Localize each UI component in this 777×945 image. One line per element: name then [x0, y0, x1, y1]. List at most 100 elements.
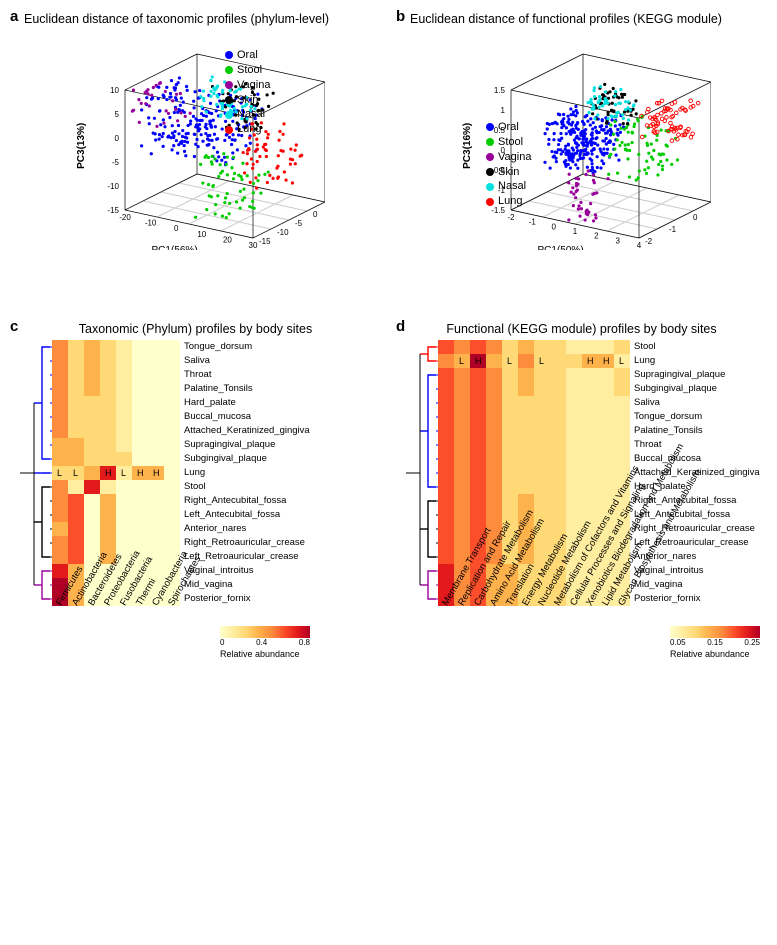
svg-text:PC3(16%): PC3(16%)	[462, 123, 473, 169]
heatmap-cell	[164, 536, 180, 550]
svg-text:0: 0	[551, 222, 556, 231]
heatmap-cell	[454, 480, 470, 494]
heatmap-cell	[582, 382, 598, 396]
heatmap-cell	[470, 410, 486, 424]
heatmap-cell	[164, 438, 180, 452]
heatmap-row: Palatine_Tonsils	[52, 382, 310, 396]
heatmap-cell	[100, 382, 116, 396]
dendro-c	[16, 340, 52, 606]
legend-b: OralStoolVaginaSkinNasalLung	[486, 120, 531, 209]
heatmap-cell	[148, 382, 164, 396]
heatmap-cell	[582, 410, 598, 424]
heatmap-cell	[68, 522, 84, 536]
panel-letter-b: b	[396, 8, 405, 25]
heatmap-cell	[550, 368, 566, 382]
colorbar: 00.40.8 Relative abundance	[220, 626, 310, 659]
heatmap-cell	[454, 536, 470, 550]
heatmap-row: Tongue_dorsum	[52, 340, 310, 354]
svg-text:5: 5	[115, 110, 120, 119]
heatmap-cell	[550, 410, 566, 424]
heatmap-cell	[148, 438, 164, 452]
heatmap-row: Left_Antecubital_fossa	[52, 508, 310, 522]
heatmap-cell	[518, 424, 534, 438]
legend-item: Lung	[486, 194, 531, 209]
heatmap-cell	[614, 340, 630, 354]
heatmap-cell	[486, 382, 502, 396]
heatmap-cell	[454, 508, 470, 522]
heatmap-cell	[534, 424, 550, 438]
heatmap-row: Attached_Keratinized_gingiva	[52, 424, 310, 438]
heatmap-cell	[438, 368, 454, 382]
heatmap-cell	[164, 466, 180, 480]
heatmap-row: Stool	[52, 480, 310, 494]
heatmap-row-label: Left_Antecubital_fossa	[180, 508, 280, 522]
legend-item: Stool	[486, 135, 531, 150]
heatmap-cell	[100, 438, 116, 452]
heatmap-row-label: Buccal_mucosa	[180, 410, 251, 424]
heatmap-cell	[164, 410, 180, 424]
colorbar-gradient	[670, 626, 760, 638]
heatmap-cell	[84, 466, 100, 480]
cube-a: -20-100102030-15-10-505-15-10-50510PC1(5…	[75, 40, 325, 250]
heatmap-cell	[100, 340, 116, 354]
scatter3d-a: -20-100102030-15-10-505-15-10-50510PC1(5…	[30, 30, 370, 310]
heatmap-row-label: Right_Retroauricular_crease	[180, 536, 305, 550]
heatmap-cell	[454, 368, 470, 382]
heatmap-row: Saliva	[52, 354, 310, 368]
panel-letter-d: d	[396, 318, 405, 335]
heatmap-cell	[486, 480, 502, 494]
legend-item: Oral	[486, 120, 531, 135]
heatmap-cell	[116, 396, 132, 410]
heatmap-cell	[52, 550, 68, 564]
legend-item: Skin	[486, 165, 531, 180]
heatmap-row-label: Attached_Keratinized_gingiva	[180, 424, 310, 438]
svg-text:-1: -1	[529, 218, 537, 227]
heatmap-cell	[148, 340, 164, 354]
svg-text:-10: -10	[145, 219, 157, 228]
heatmap-cell	[132, 354, 148, 368]
heatmap-cell	[84, 438, 100, 452]
heatmap-cell	[470, 452, 486, 466]
heatmap-cell	[100, 424, 116, 438]
legend-label: Lung	[237, 122, 261, 137]
heatmap-row-label: Throat	[180, 368, 211, 382]
heatmap-cell	[598, 382, 614, 396]
panel-letter-c: c	[10, 318, 18, 335]
heatmap-row-label: Palatine_Tonsils	[630, 424, 703, 438]
panel-title-b: Euclidean distance of functional profile…	[410, 12, 767, 26]
heatmap-cell	[454, 382, 470, 396]
heatmap-cell	[148, 354, 164, 368]
heatmap-cell	[164, 368, 180, 382]
legend-label: Oral	[498, 120, 519, 135]
heatmap-cell	[454, 438, 470, 452]
heatmap-cell	[164, 396, 180, 410]
heatmap-cell	[100, 410, 116, 424]
heatmap-cell	[52, 438, 68, 452]
svg-text:30: 30	[249, 241, 258, 250]
heatmap-cell	[164, 340, 180, 354]
heatmap-cell	[454, 522, 470, 536]
heatmap-cell	[454, 354, 470, 368]
heatmap-cell	[100, 536, 116, 550]
scatter3d-b: -2-101234-2-101-1.5-1-0.500.511.5PC1(50%…	[416, 30, 756, 310]
heatmap-cell	[116, 438, 132, 452]
heatmap-cell	[438, 354, 454, 368]
svg-text:10: 10	[197, 230, 206, 239]
heatmap-cell	[68, 480, 84, 494]
heatmap-cell	[52, 522, 68, 536]
heatmap-cell	[52, 340, 68, 354]
heatmap-cell	[148, 494, 164, 508]
svg-text:-5: -5	[112, 158, 120, 167]
heatmap-cell	[132, 340, 148, 354]
legend-label: Vagina	[498, 150, 531, 165]
heatmap-cell	[550, 382, 566, 396]
heatmap-cell	[486, 438, 502, 452]
heatmap-cell	[550, 354, 566, 368]
heatmap-cell	[486, 452, 502, 466]
heatmap-cell	[148, 480, 164, 494]
heatmap-cell	[148, 536, 164, 550]
svg-text:PC3(13%): PC3(13%)	[76, 123, 87, 169]
heatmap-row: Buccal_mucosa	[52, 410, 310, 424]
heatmap-cell	[148, 368, 164, 382]
heatmap-row-label: Posterior_fornix	[630, 592, 701, 606]
